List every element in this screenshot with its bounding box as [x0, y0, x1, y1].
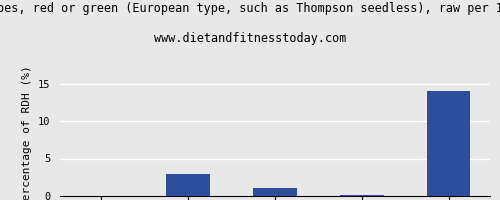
Text: pes, red or green (European type, such as Thompson seedless), raw per 1: pes, red or green (European type, such a… [0, 2, 500, 15]
Y-axis label: Percentage of RDH (%): Percentage of RDH (%) [22, 65, 32, 200]
Bar [254, 188, 296, 196]
Bar [427, 91, 470, 196]
Bar [166, 173, 210, 196]
Text: www.dietandfitnesstoday.com: www.dietandfitnesstoday.com [154, 32, 346, 45]
Bar [340, 195, 384, 196]
